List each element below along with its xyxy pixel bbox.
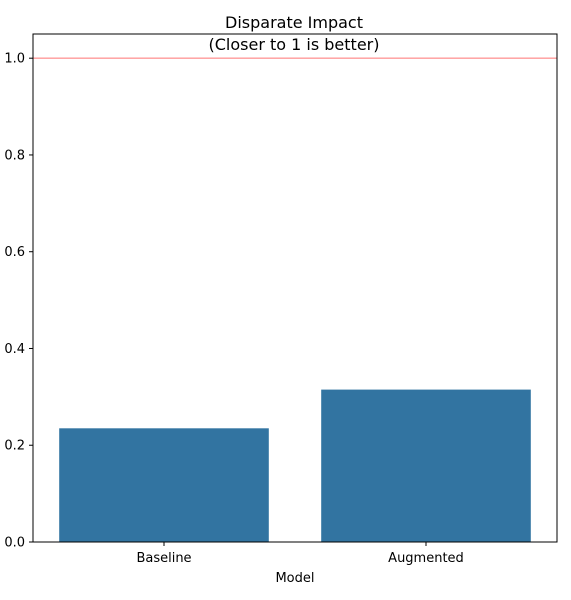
y-tick-label: 0.2	[4, 439, 25, 454]
y-tick-label: 0.4	[4, 342, 25, 357]
chart-subtitle: (Closer to 1 is better)	[209, 35, 380, 54]
y-axis: 0.0 0.2 0.4 0.6 0.8 1.0	[4, 52, 33, 551]
x-tick-label: Augmented	[388, 551, 464, 566]
y-tick-label: 0.0	[4, 536, 25, 551]
y-tick-label: 1.0	[4, 52, 25, 67]
y-tick-label: 0.8	[4, 148, 25, 163]
chart-title: Disparate Impact	[225, 13, 363, 32]
x-axis-label: Model	[275, 571, 314, 586]
x-tick-label: Baseline	[136, 551, 191, 566]
bars-layer	[59, 389, 531, 542]
x-axis: Baseline Augmented	[136, 542, 464, 566]
plot-area-frame	[32, 33, 558, 543]
y-tick-label: 0.6	[4, 245, 25, 260]
bar-augmented	[321, 389, 531, 542]
bar-baseline	[59, 428, 269, 542]
